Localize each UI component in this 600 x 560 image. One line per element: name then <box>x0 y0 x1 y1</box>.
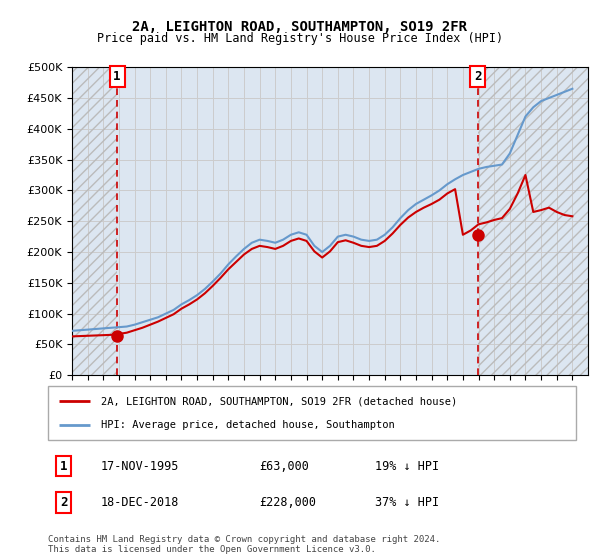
Text: Price paid vs. HM Land Registry's House Price Index (HPI): Price paid vs. HM Land Registry's House … <box>97 32 503 45</box>
Text: HPI: Average price, detached house, Southampton: HPI: Average price, detached house, Sout… <box>101 419 395 430</box>
Text: 2: 2 <box>60 496 68 509</box>
Text: 2A, LEIGHTON ROAD, SOUTHAMPTON, SO19 2FR (detached house): 2A, LEIGHTON ROAD, SOUTHAMPTON, SO19 2FR… <box>101 396 457 407</box>
Text: 2A, LEIGHTON ROAD, SOUTHAMPTON, SO19 2FR: 2A, LEIGHTON ROAD, SOUTHAMPTON, SO19 2FR <box>133 20 467 34</box>
Bar <box>72 67 117 375</box>
Text: £228,000: £228,000 <box>259 496 316 509</box>
Text: 17-NOV-1995: 17-NOV-1995 <box>101 460 179 473</box>
Text: Contains HM Land Registry data © Crown copyright and database right 2024.
This d: Contains HM Land Registry data © Crown c… <box>48 535 440 554</box>
Text: 1: 1 <box>113 70 121 83</box>
Bar <box>478 67 588 375</box>
Text: £63,000: £63,000 <box>259 460 309 473</box>
Text: 1: 1 <box>60 460 68 473</box>
Text: 37% ↓ HPI: 37% ↓ HPI <box>376 496 439 509</box>
Text: 19% ↓ HPI: 19% ↓ HPI <box>376 460 439 473</box>
Text: 2: 2 <box>474 70 482 83</box>
Text: 18-DEC-2018: 18-DEC-2018 <box>101 496 179 509</box>
